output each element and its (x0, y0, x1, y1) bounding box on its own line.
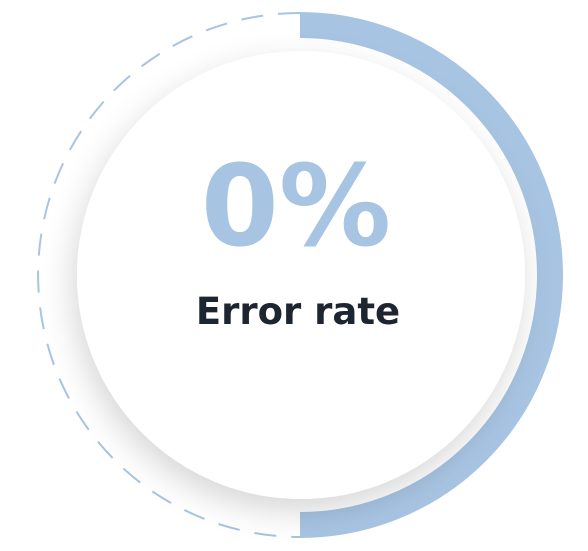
progress-arc (299, 12, 563, 538)
dashed-track (37, 12, 301, 538)
inner-circle (77, 51, 525, 499)
metric-value: 0% (201, 142, 391, 272)
metric-label: Error rate (196, 290, 400, 333)
